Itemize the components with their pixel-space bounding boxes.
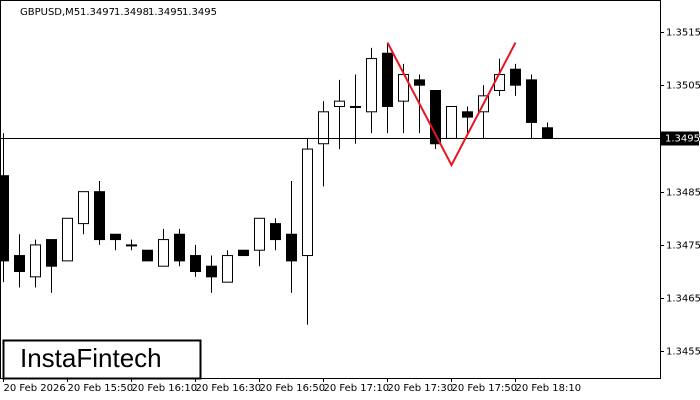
- candle-body: [462, 111, 473, 118]
- pattern-line: [386, 42, 517, 168]
- x-tick-label: 20 Feb 18:10: [516, 383, 582, 394]
- candle-body: [414, 79, 425, 86]
- candle-body: [430, 90, 441, 145]
- candle-body: [350, 105, 361, 108]
- candle-body: [158, 239, 169, 267]
- header-value: 1.3497: [80, 7, 115, 18]
- candle-body: [30, 244, 41, 278]
- candle-body: [334, 100, 345, 107]
- candle-body: [126, 244, 137, 247]
- candle-body: [494, 74, 505, 92]
- candle-body: [78, 191, 89, 225]
- candle-body: [446, 105, 457, 139]
- logo: InstaFintech: [20, 343, 162, 373]
- x-tick-label: 20 Feb 16:30: [196, 383, 262, 394]
- candle-body: [0, 175, 9, 262]
- candle-body: [222, 255, 233, 283]
- candle-body: [542, 127, 553, 139]
- y-tick-label: 1.3485: [666, 188, 700, 199]
- candle-body: [238, 249, 249, 257]
- x-tick-label: 20 Feb 15:50: [68, 383, 134, 394]
- candle-body: [286, 233, 297, 262]
- symbol: GBPUSD,M5: [20, 7, 80, 18]
- candle-body: [206, 265, 217, 278]
- candle-body: [366, 58, 377, 113]
- logo-box: [2, 339, 202, 380]
- candle-body: [254, 217, 265, 251]
- y-tick-label: 1.3465: [666, 294, 700, 305]
- x-tick-label: 20 Feb 17:30: [388, 383, 454, 394]
- candle-body: [302, 148, 313, 257]
- header-value: 1.3495: [182, 7, 217, 18]
- candle-body: [382, 52, 393, 107]
- header-value: 1.3498: [114, 7, 149, 18]
- candle-body: [142, 249, 153, 262]
- candle-body: [526, 79, 537, 123]
- y-tick-label: 1.3515: [666, 28, 700, 39]
- candle-body: [190, 255, 201, 273]
- candle-body: [94, 191, 105, 241]
- y-tick-label: 1.3475: [666, 241, 700, 252]
- candle-body: [174, 233, 185, 262]
- x-tick-label: 20 Feb 2026: [4, 383, 66, 394]
- candle-body: [510, 68, 521, 86]
- x-tick-label: 20 Feb 16:50: [260, 383, 326, 394]
- x-tick-label: 20 Feb 17:50: [452, 383, 518, 394]
- plot-frame: [0, 0, 661, 379]
- x-tick-label: 20 Feb 16:10: [132, 383, 198, 394]
- price-label-box: [661, 131, 699, 146]
- header-value: 1.3495: [148, 7, 183, 18]
- candle-body: [62, 217, 73, 262]
- candle-body: [318, 111, 329, 145]
- candle-body: [14, 255, 25, 273]
- x-tick-label: 20 Feb 17:10: [324, 383, 390, 394]
- y-tick-label: 1.3455: [666, 347, 700, 358]
- candle-body: [110, 233, 121, 241]
- y-tick-label: 1.3505: [666, 81, 700, 92]
- candle-body: [270, 223, 281, 241]
- candle-body: [46, 239, 57, 267]
- price-label: 1.3495: [665, 134, 700, 145]
